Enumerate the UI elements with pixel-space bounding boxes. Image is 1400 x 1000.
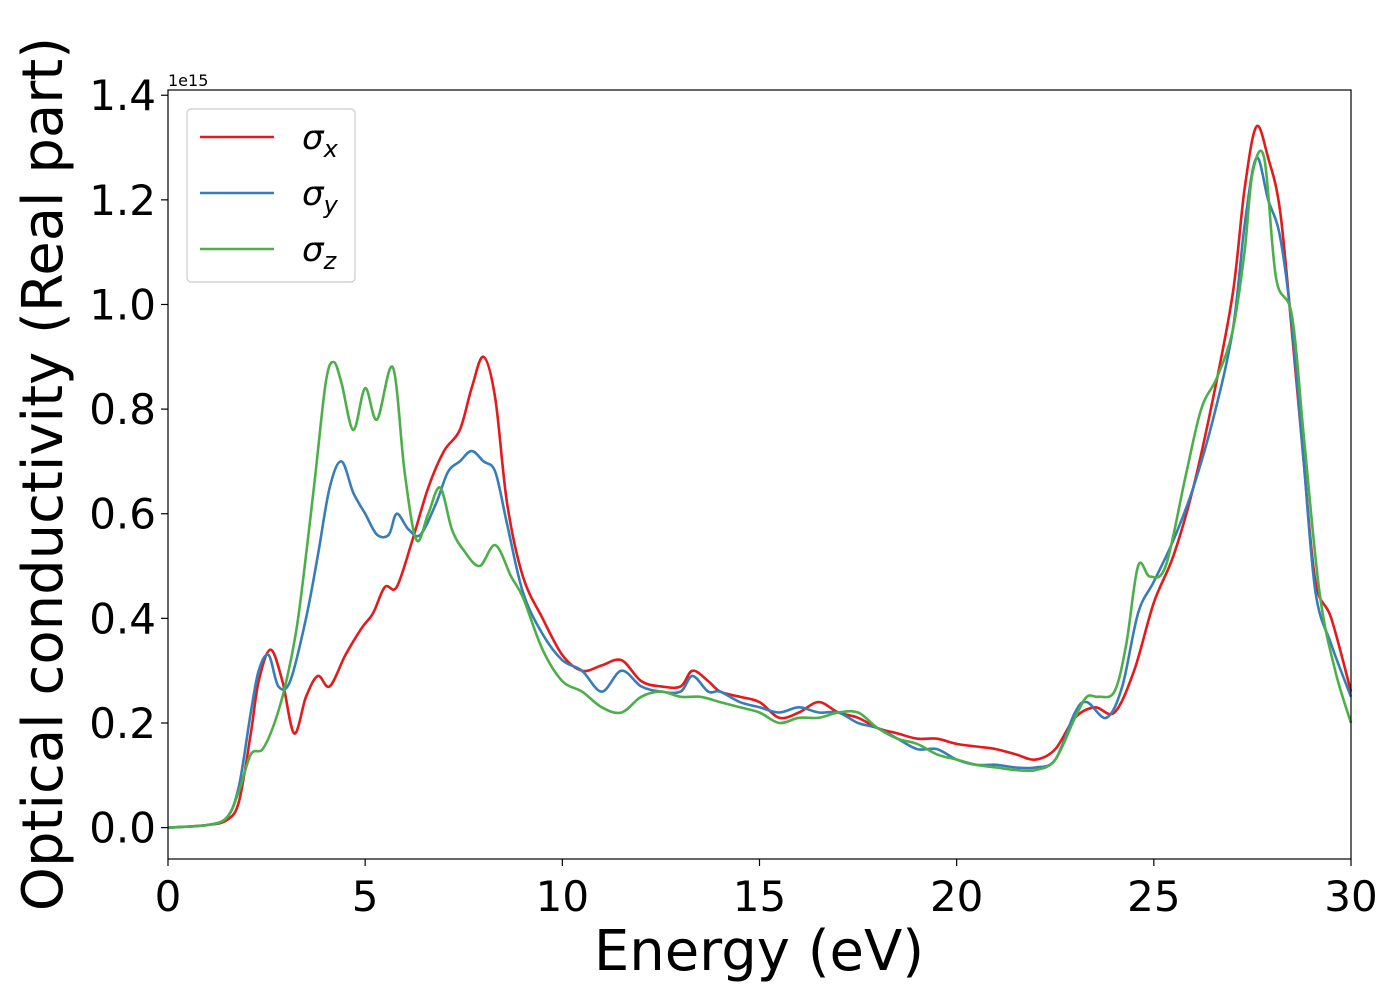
series-line-z (167, 149, 1353, 829)
y-tick-label: 0.8 (89, 385, 156, 434)
x-tick-label: 30 (1324, 872, 1377, 921)
legend-label-y: σy (302, 174, 339, 219)
y-tick-label: 0.6 (89, 490, 156, 539)
x-tick-label: 25 (1127, 872, 1180, 921)
y-axis-label: Optical conductivity (Real part) (11, 37, 76, 911)
legend-frame (186, 108, 356, 283)
y-offset-label: 1e15 (168, 71, 208, 90)
y-tick-label: 1.4 (89, 71, 156, 120)
x-tick-label: 0 (155, 872, 182, 921)
y-tick-label: 0.2 (89, 699, 156, 748)
series-layer (167, 124, 1353, 829)
y-tick-label: 0.4 (89, 594, 156, 643)
x-tick-label: 10 (536, 872, 589, 921)
y-tick-label: 1.0 (89, 280, 156, 329)
y-tick-label: 0.0 (89, 804, 156, 853)
x-tick-label: 20 (930, 872, 983, 921)
x-axis-ticks: 0 5 10 15 20 25 30 (155, 859, 1378, 921)
x-tick-label: 15 (733, 872, 786, 921)
plot-background (168, 90, 1351, 859)
x-axis-label: Energy (eV) (594, 919, 924, 984)
y-axis-ticks: 0.0 0.2 0.4 0.6 0.8 1.0 1.2 1.4 (89, 71, 168, 853)
x-tick-label: 5 (352, 872, 379, 921)
series-line-y (167, 156, 1353, 829)
y-tick-label: 1.2 (89, 176, 156, 225)
